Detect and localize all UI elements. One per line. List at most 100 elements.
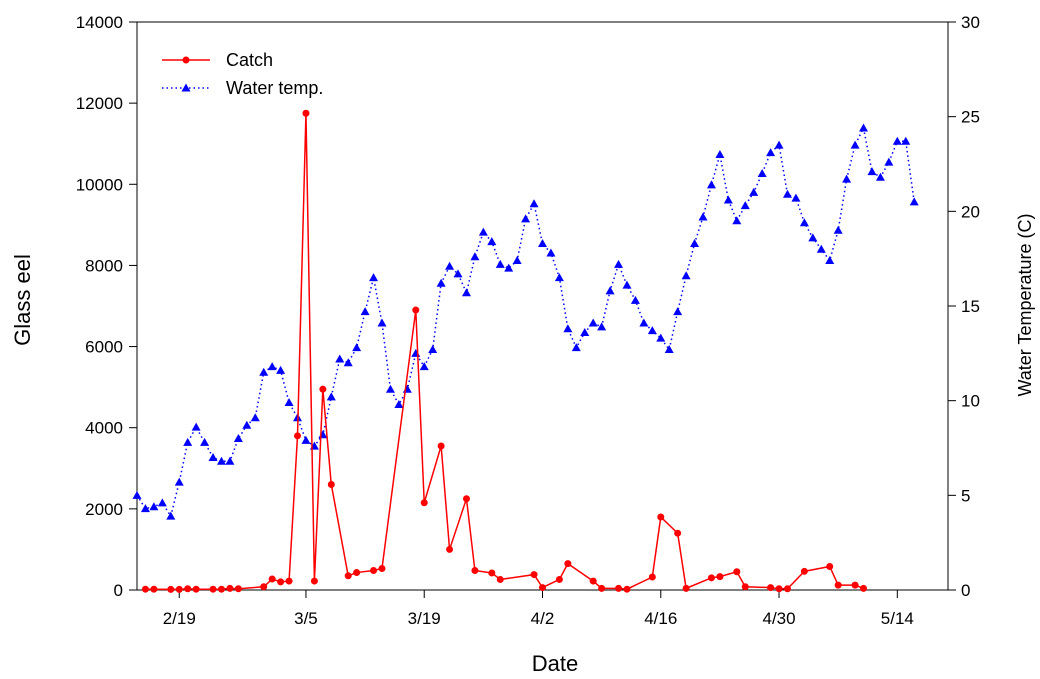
water-temp-point [774,140,784,149]
x-tick-label: 4/2 [531,609,555,628]
water-temp-point [478,227,488,236]
water-temp-point [276,365,286,374]
catch-point [767,584,775,592]
water-temp-point [242,420,252,429]
catch-point [353,569,361,577]
water-temp-point [850,140,860,149]
catch-point [217,585,225,593]
legend-catch-marker [182,56,190,64]
water-temp-point [656,333,666,342]
y-tick-label: 0 [114,581,123,600]
water-temp-point [470,252,480,261]
water-temp-point [225,456,235,465]
water-temp-point [749,187,759,196]
catch-point [598,584,606,592]
water-temp-point [377,318,387,327]
legend-water-temp-label: Water temp. [226,78,323,98]
x-tick-label: 3/19 [408,609,441,628]
water-temp-point [343,358,353,367]
catch-point [327,481,335,489]
water-temp-point [461,288,471,297]
water-temp-point [419,362,429,371]
y-axis-label: Glass eel [10,254,35,346]
water-temp-point [326,392,336,401]
water-temp-point [892,136,902,145]
water-temp-point [335,354,345,363]
water-temp-point [445,261,455,270]
water-temp-point [825,256,835,265]
catch-point [783,585,791,593]
catch-point [826,562,834,570]
water-temp-point [200,437,210,446]
x-tick-label: 2/19 [163,609,196,628]
catch-point [674,529,682,537]
catch-point [302,109,310,117]
water-temp-point [157,498,167,507]
water-temp-point [791,193,801,202]
catch-point [268,575,276,583]
water-temp-point [183,437,193,446]
water-temp-point [563,324,573,333]
water-temp-point [267,362,277,371]
water-temp-point [766,148,776,157]
catch-point [488,569,496,577]
catch-point [589,577,597,585]
water-temp-point [580,328,590,337]
water-temp-point [875,172,885,181]
catch-point [310,577,318,585]
catch-point [615,584,623,592]
water-temp-point [428,345,438,354]
water-temp-point [259,367,269,376]
water-temp-point [453,269,463,278]
water-temp-point [816,244,826,253]
catch-point [539,584,546,592]
water-temp-point [538,239,547,248]
x-tick-label: 3/5 [294,609,318,628]
catch-point [192,585,200,593]
y-tick-label: 12000 [76,94,123,113]
water-temp-point [647,326,657,335]
water-temp-point [208,452,218,461]
catch-point [555,575,563,583]
legend-item-water-temp[interactable]: Water temp. [162,78,323,98]
water-temp-point [723,195,733,204]
legend: Catch Water temp. [162,50,323,98]
y2-tick-label: 5 [961,486,970,505]
catch-point [860,584,868,592]
catch-point [319,385,327,393]
water-temp-point [216,456,226,465]
water-temp-point [833,225,843,234]
water-temp-point [673,307,683,316]
water-temp-point [842,174,852,183]
catch-point [741,583,749,591]
y-tick-label: 8000 [85,256,123,275]
water-temp-point [698,212,708,221]
y-tick-label: 10000 [76,175,123,194]
catch-point [141,585,149,593]
water-temp-line [136,125,915,519]
water-temp-point [487,237,497,246]
catch-point [167,585,175,593]
water-temp-point [512,256,522,265]
water-temp-point [867,167,877,176]
water-temp-point [884,157,894,166]
water-temp-point [402,384,412,393]
x-tick-label: 4/30 [762,609,795,628]
water-temp-point [859,123,869,132]
water-temp-point [706,180,716,189]
legend-item-catch[interactable]: Catch [162,50,273,70]
catch-point [344,572,352,580]
y2-tick-label: 30 [961,13,980,32]
catch-point [623,585,631,593]
water-temp-point [605,286,615,295]
y-tick-label: 2000 [85,500,123,519]
water-temp-point [554,273,564,282]
catch-point [437,442,445,450]
water-temp-point [799,218,809,227]
catch-point [682,584,690,592]
y-tick-label: 6000 [85,338,123,357]
water-temp-point [909,197,919,206]
catch-point [775,585,783,593]
catch-point [471,567,479,575]
series-water-temp [132,123,919,520]
